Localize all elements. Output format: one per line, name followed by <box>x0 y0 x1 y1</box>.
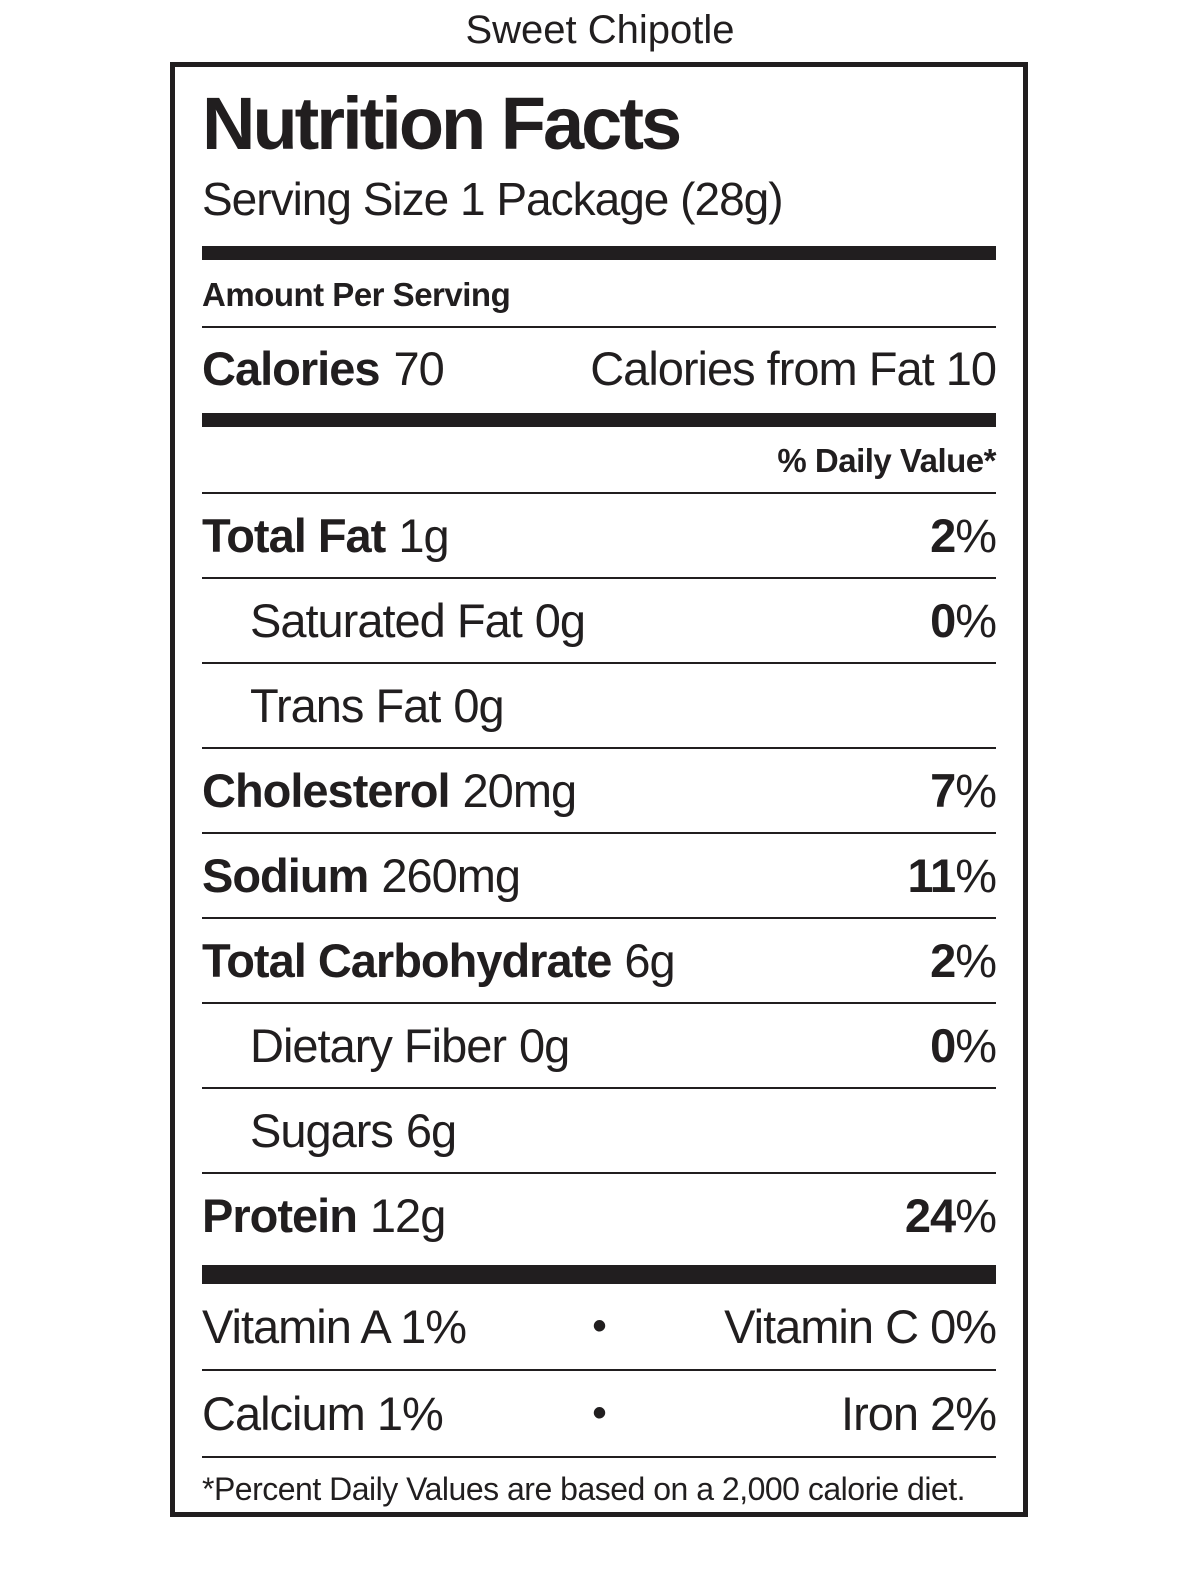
vitamin-c-value: Vitamin C 0% <box>724 1299 997 1353</box>
nutrient-name: Total Fat <box>202 508 386 562</box>
calories-value: 70 <box>393 341 444 395</box>
nutrient: Saturated Fat 0g <box>250 593 586 648</box>
iron-value: Iron 2% <box>841 1386 997 1440</box>
nutrient-daily-value: 11% <box>907 848 997 902</box>
nutrient-amount: 6g <box>405 1103 457 1157</box>
calcium-value: Calcium 1% <box>202 1386 444 1440</box>
hairline-rule <box>202 325 996 328</box>
hairline-rule <box>202 1368 996 1371</box>
nutrient: Total Carbohydrate 6g <box>202 933 676 988</box>
nutrient-row-protein: Protein 12g 24% <box>202 1174 997 1257</box>
nutrient-row-sugars: Sugars 6g <box>202 1089 996 1172</box>
nutrient: Protein 12g <box>202 1188 446 1243</box>
nutrient-amount: 1g <box>398 508 449 562</box>
hairline-rule <box>202 1001 996 1004</box>
nutrient-daily-value: 0% <box>930 593 997 647</box>
micronutrient-row-vitamins: Vitamin A 1% • Vitamin C 0% <box>202 1284 997 1369</box>
nutrient-name: Dietary Fiber <box>250 1018 507 1072</box>
nutrient-row-trans-fat: Trans Fat 0g <box>202 664 996 747</box>
nutrition-facts-panel: Nutrition Facts Serving Size 1 Package (… <box>170 62 1028 1517</box>
nutrient-name: Saturated Fat <box>250 593 523 647</box>
vitamin-a-value: Vitamin A 1% <box>202 1299 467 1353</box>
nutrient-amount: 0g <box>534 593 586 647</box>
calories: Calories 70 <box>202 341 445 396</box>
nutrient: Dietary Fiber 0g <box>250 1018 570 1073</box>
nutrient-amount: 260mg <box>381 848 521 902</box>
nutrient-name: Trans Fat <box>250 678 441 732</box>
calories-row: Calories 70 Calories from Fat 10 <box>202 328 997 413</box>
thick-rule <box>202 1264 996 1284</box>
nutrient-name: Total Carbohydrate <box>202 933 612 987</box>
nutrition-facts-heading: Nutrition Facts <box>202 82 682 165</box>
nutrient-amount: 6g <box>624 933 675 987</box>
serving-size: Serving Size 1 Package (28g) <box>202 173 784 225</box>
nutrient-name: Sodium <box>202 848 369 902</box>
nutrient: Sodium 260mg <box>202 848 521 903</box>
daily-value-footnote: *Percent Daily Values are based on a 2,0… <box>202 1470 966 1507</box>
daily-value-header: % Daily Value* <box>777 441 996 479</box>
nutrient-daily-value: 0% <box>930 1018 997 1072</box>
nutrient-daily-value: 24% <box>904 1188 997 1242</box>
nutrient: Cholesterol 20mg <box>202 763 578 818</box>
nutrient-name: Cholesterol <box>202 763 451 817</box>
nutrient-row-total-fat: Total Fat 1g 2% <box>202 494 997 577</box>
bullet-separator: • <box>592 1303 606 1348</box>
hairline-rule <box>202 576 996 579</box>
nutrient-amount: 0g <box>519 1018 570 1072</box>
nutrient-daily-value: 7% <box>930 763 997 817</box>
nutrient-daily-value: 2% <box>930 933 997 987</box>
hairline-rule <box>202 1455 996 1458</box>
nutrient-amount: 0g <box>453 678 504 732</box>
thick-rule <box>202 412 996 427</box>
hairline-rule <box>202 661 996 664</box>
hairline-rule <box>202 831 996 834</box>
nutrient-amount: 12g <box>369 1188 446 1242</box>
thick-rule <box>202 245 996 260</box>
nutrient-daily-value: 2% <box>930 508 997 562</box>
nutrient-row-total-carbohydrate: Total Carbohydrate 6g 2% <box>202 919 997 1002</box>
nutrient-row-sodium: Sodium 260mg 11% <box>202 834 997 917</box>
hairline-rule <box>202 746 996 749</box>
bullet-separator: • <box>592 1390 606 1435</box>
micronutrient-row-minerals: Calcium 1% • Iron 2% <box>202 1371 997 1456</box>
hairline-rule <box>202 1171 996 1174</box>
amount-per-serving-label: Amount Per Serving <box>202 275 511 313</box>
nutrient-name: Protein <box>202 1188 358 1242</box>
hairline-rule <box>202 491 996 494</box>
hairline-rule <box>202 1086 996 1089</box>
flavor-title: Sweet Chipotle <box>465 8 735 52</box>
nutrient: Sugars 6g <box>250 1103 457 1158</box>
calories-from-fat: Calories from Fat 10 <box>590 341 997 395</box>
nutrient-name: Sugars <box>250 1103 394 1157</box>
calories-label: Calories <box>202 341 380 395</box>
hairline-rule <box>202 916 996 919</box>
nutrient-row-saturated-fat: Saturated Fat 0g 0% <box>202 579 997 662</box>
nutrient: Trans Fat 0g <box>250 678 505 733</box>
nutrient: Total Fat 1g <box>202 508 450 563</box>
nutrient-amount: 20mg <box>462 763 578 817</box>
nutrient-row-cholesterol: Cholesterol 20mg 7% <box>202 749 997 832</box>
nutrient-row-dietary-fiber: Dietary Fiber 0g 0% <box>202 1004 997 1087</box>
